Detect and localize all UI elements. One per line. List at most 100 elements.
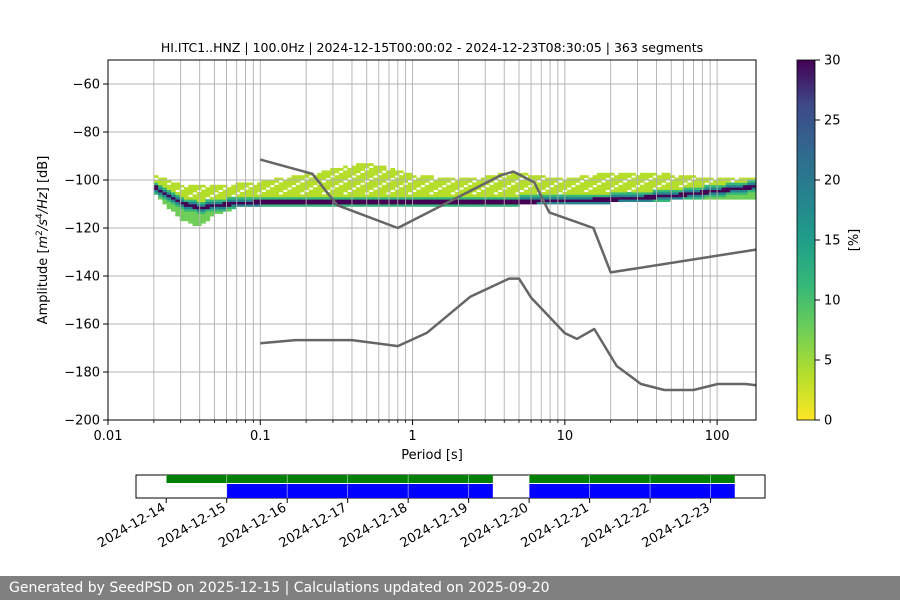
heatmap-cell xyxy=(343,175,348,178)
heatmap-cell xyxy=(510,192,516,195)
heatmap-cell xyxy=(226,206,232,210)
heatmap-cell xyxy=(338,175,344,178)
heatmap-cell xyxy=(712,182,718,186)
heatmap-cell xyxy=(429,196,434,200)
heatmap-cell xyxy=(751,182,757,186)
heatmap-cell xyxy=(355,168,361,171)
heatmap-cell xyxy=(368,170,374,174)
heatmap-cell xyxy=(446,204,452,207)
timeline-tick-label: 2024-12-20 xyxy=(458,500,531,551)
heatmap-cell xyxy=(605,172,611,176)
heatmap-cell xyxy=(472,199,477,202)
heatmap-cell xyxy=(674,182,679,186)
heatmap-cell xyxy=(566,182,572,186)
heatmap-cell xyxy=(265,204,271,207)
heatmap-cell xyxy=(166,184,172,188)
heatmap-cell xyxy=(540,182,546,186)
heatmap-cell xyxy=(429,201,434,205)
heatmap-cell xyxy=(566,180,572,183)
heatmap-cell xyxy=(153,184,159,188)
heatmap-cell xyxy=(476,196,482,200)
heatmap-cell xyxy=(399,204,404,207)
heatmap-cell xyxy=(239,194,245,198)
heatmap-cell xyxy=(497,194,503,198)
heatmap-cell xyxy=(355,175,361,178)
heatmap-cell xyxy=(614,194,619,198)
heatmap-cell xyxy=(274,189,279,193)
heatmap-cell xyxy=(446,180,452,183)
heatmap-cell xyxy=(708,196,714,200)
heatmap-cell xyxy=(519,194,525,198)
heatmap-cell xyxy=(312,189,318,193)
heatmap-cell xyxy=(669,189,675,193)
heatmap-cell xyxy=(278,199,284,202)
heatmap-cell xyxy=(489,189,495,193)
heatmap-cell xyxy=(532,192,538,195)
heatmap-cell xyxy=(248,201,254,205)
heatmap-cell xyxy=(536,177,542,181)
heatmap-cell xyxy=(532,187,538,190)
heatmap-cell xyxy=(381,184,387,188)
heatmap-cell xyxy=(424,194,430,198)
heatmap-cell xyxy=(235,204,241,207)
heatmap-cell xyxy=(205,194,211,198)
heatmap-cell xyxy=(639,199,645,202)
heatmap-cell xyxy=(682,194,688,198)
heatmap-cell xyxy=(347,196,353,200)
heatmap-cell xyxy=(721,177,727,181)
heatmap-cell xyxy=(390,170,396,174)
heatmap-cell xyxy=(553,187,559,190)
heatmap-cell xyxy=(558,201,563,205)
heatmap-cell xyxy=(201,220,206,224)
heatmap-cell xyxy=(214,194,219,198)
heatmap-cell xyxy=(575,180,581,183)
heatmap-cell xyxy=(218,201,224,205)
heatmap-cell xyxy=(321,204,327,207)
heatmap-cell xyxy=(390,196,396,200)
heatmap-cell xyxy=(265,180,271,183)
heatmap-cell xyxy=(222,199,228,202)
heatmap-cell xyxy=(747,196,753,200)
heatmap-cell xyxy=(571,177,576,181)
heatmap-cell xyxy=(166,204,172,207)
heatmap-cell xyxy=(399,170,404,174)
heatmap-cell xyxy=(244,182,249,186)
heatmap-cell xyxy=(188,199,193,202)
heatmap-cell xyxy=(162,177,168,181)
heatmap-cell xyxy=(575,187,581,190)
heatmap-cell xyxy=(192,223,198,226)
heatmap-cell xyxy=(639,194,645,198)
heatmap-cell xyxy=(571,187,576,190)
heatmap-cell xyxy=(497,184,503,188)
heatmap-cell xyxy=(743,180,748,183)
heatmap-cell xyxy=(678,182,684,186)
heatmap-cell xyxy=(282,204,288,207)
heatmap-cell xyxy=(596,180,602,183)
heatmap-cell xyxy=(317,204,322,207)
heatmap-cell xyxy=(287,180,292,183)
heatmap-cell xyxy=(476,194,482,198)
heatmap-cell xyxy=(605,192,611,195)
heatmap-cell xyxy=(368,187,374,190)
heatmap-cell xyxy=(196,218,202,222)
heatmap-cell xyxy=(523,182,529,186)
heatmap-cell xyxy=(661,175,667,178)
heatmap-cell xyxy=(373,170,378,174)
heatmap-cell xyxy=(614,180,619,183)
x-tick-label: 10 xyxy=(557,429,574,444)
heatmap-cell xyxy=(446,187,452,190)
heatmap-cell xyxy=(214,189,219,193)
heatmap-cell xyxy=(416,180,421,183)
heatmap-cell xyxy=(532,194,538,198)
heatmap-cell xyxy=(183,218,189,222)
heatmap-cell xyxy=(485,201,490,205)
heatmap-cell xyxy=(708,194,714,198)
heatmap-cell xyxy=(386,194,391,198)
heatmap-cell xyxy=(579,177,585,181)
heatmap-cell xyxy=(596,175,602,178)
heatmap-cell xyxy=(553,184,559,188)
heatmap-cell xyxy=(257,182,262,186)
heatmap-cell xyxy=(588,180,593,183)
heatmap-cell xyxy=(377,175,383,178)
heatmap-cell xyxy=(579,187,585,190)
